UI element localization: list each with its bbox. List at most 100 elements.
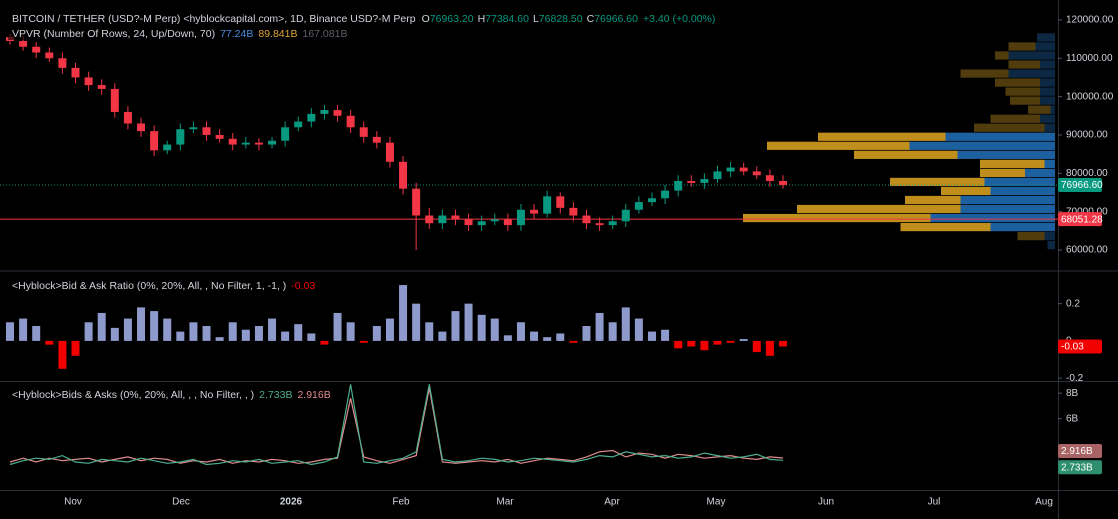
- profile-up: [957, 150, 1055, 159]
- candle-body: [163, 144, 172, 151]
- ratio-bar: [281, 331, 290, 341]
- ratio-bar: [71, 340, 80, 356]
- ohlc-key: H: [478, 13, 486, 25]
- candle-body: [647, 198, 656, 203]
- profile-up: [1008, 69, 1055, 78]
- price-tag-label: 2.733B: [1061, 462, 1093, 473]
- ratio-bar: [84, 322, 93, 341]
- indicator-value: -0.03: [291, 280, 315, 292]
- candle-body: [582, 215, 591, 224]
- vpvr-total: 77.24B: [220, 28, 253, 40]
- profile-down: [818, 132, 946, 141]
- candle-body: [228, 138, 237, 145]
- profile-up: [1050, 105, 1055, 114]
- profile-down: [797, 204, 961, 214]
- x-tick-label: 2026: [280, 497, 303, 508]
- candle-body: [346, 115, 355, 128]
- ratio-bar: [241, 329, 250, 341]
- profile-up: [1040, 78, 1055, 87]
- ratio-bar: [32, 326, 41, 341]
- ohlc-change: +3.40 (+0.00%): [643, 13, 715, 25]
- ohlc-value: 76963.20: [430, 13, 474, 25]
- indicator-legend: <Hyblock>Bids & Asks (0%, 20%, All, , , …: [12, 389, 331, 401]
- ratio-bar: [516, 322, 525, 341]
- candle-body: [372, 136, 381, 143]
- ratio-bar: [700, 340, 709, 351]
- ratio-bar: [346, 322, 355, 341]
- x-tick-label: Nov: [64, 497, 82, 508]
- profile-down: [990, 114, 1040, 123]
- ratio-bar: [372, 326, 381, 341]
- y-tick-label: 8B: [1066, 388, 1079, 399]
- ohlc-key: L: [533, 13, 539, 25]
- price-tag: [1058, 177, 1102, 192]
- price-tag-label: 76966.60: [1061, 180, 1103, 191]
- candle-body: [595, 223, 604, 226]
- y-tick-label: 120000.00: [1066, 15, 1114, 26]
- series-line: [9, 384, 784, 466]
- profile-up: [1037, 33, 1055, 42]
- x-tick-label: Mar: [496, 497, 514, 508]
- candle-body: [477, 221, 486, 226]
- profile-down: [900, 222, 991, 232]
- candle-body: [176, 129, 185, 145]
- x-tick-label: Jun: [818, 497, 834, 508]
- ratio-bar: [176, 331, 185, 341]
- y-tick-label: 100000.00: [1066, 91, 1114, 102]
- price-tag-label: -0.03: [1061, 342, 1084, 353]
- candle-body: [530, 209, 539, 214]
- candle-body: [713, 171, 722, 180]
- candle-body: [45, 52, 54, 59]
- x-tick-label: May: [707, 497, 726, 508]
- profile-down: [974, 123, 1045, 132]
- ratio-bar: [477, 314, 486, 341]
- ratio-bar: [202, 326, 211, 341]
- profile-down: [1008, 42, 1036, 51]
- ratio-bar: [123, 318, 132, 341]
- candle-body: [189, 127, 198, 130]
- ratio-bar: [228, 322, 237, 341]
- profile-up: [1035, 42, 1055, 51]
- candle-body: [399, 161, 408, 189]
- candle-body: [779, 181, 787, 185]
- ratio-bar: [412, 303, 421, 341]
- candle-body: [451, 215, 460, 220]
- candle-body: [464, 219, 473, 226]
- profile-down: [960, 69, 1009, 78]
- ratio-bar: [543, 337, 552, 341]
- candle-body: [137, 123, 146, 132]
- profile-down: [995, 51, 1009, 60]
- price-tag: [1058, 339, 1102, 354]
- ratio-bar: [647, 331, 656, 341]
- ratio-bar: [490, 318, 499, 341]
- profile-up: [1040, 60, 1055, 69]
- profile-up: [930, 213, 1055, 223]
- candle-body: [556, 196, 565, 208]
- candle-body: [32, 46, 41, 53]
- profile-down: [767, 141, 910, 150]
- ratio-bar: [503, 335, 512, 341]
- ratio-bar: [621, 307, 630, 341]
- profile-up: [1040, 114, 1055, 123]
- ratio-bar: [110, 327, 119, 341]
- candle-body: [215, 134, 224, 139]
- candle-body: [634, 202, 643, 210]
- candle-body: [661, 190, 670, 199]
- profile-down: [995, 78, 1040, 87]
- profile-up: [1044, 231, 1055, 241]
- candle-body: [687, 181, 696, 183]
- ratio-bar: [634, 318, 643, 341]
- profile-up: [990, 222, 1055, 232]
- candle-body: [320, 110, 329, 114]
- profile-down: [941, 186, 991, 196]
- ratio-bar: [464, 303, 473, 341]
- profile-up: [1040, 87, 1055, 96]
- ratio-bar: [19, 318, 28, 341]
- candle-body: [608, 221, 617, 226]
- y-tick-label: 0.2: [1066, 298, 1080, 309]
- indicator-legend: <Hyblock>Bid & Ask Ratio (0%, 20%, All, …: [12, 280, 315, 292]
- vpvr-legend: VPVR (Number Of Rows, 24, Up/Down, 70) 77…: [12, 28, 347, 40]
- x-tick-label: Dec: [172, 497, 190, 508]
- profile-down: [905, 195, 961, 205]
